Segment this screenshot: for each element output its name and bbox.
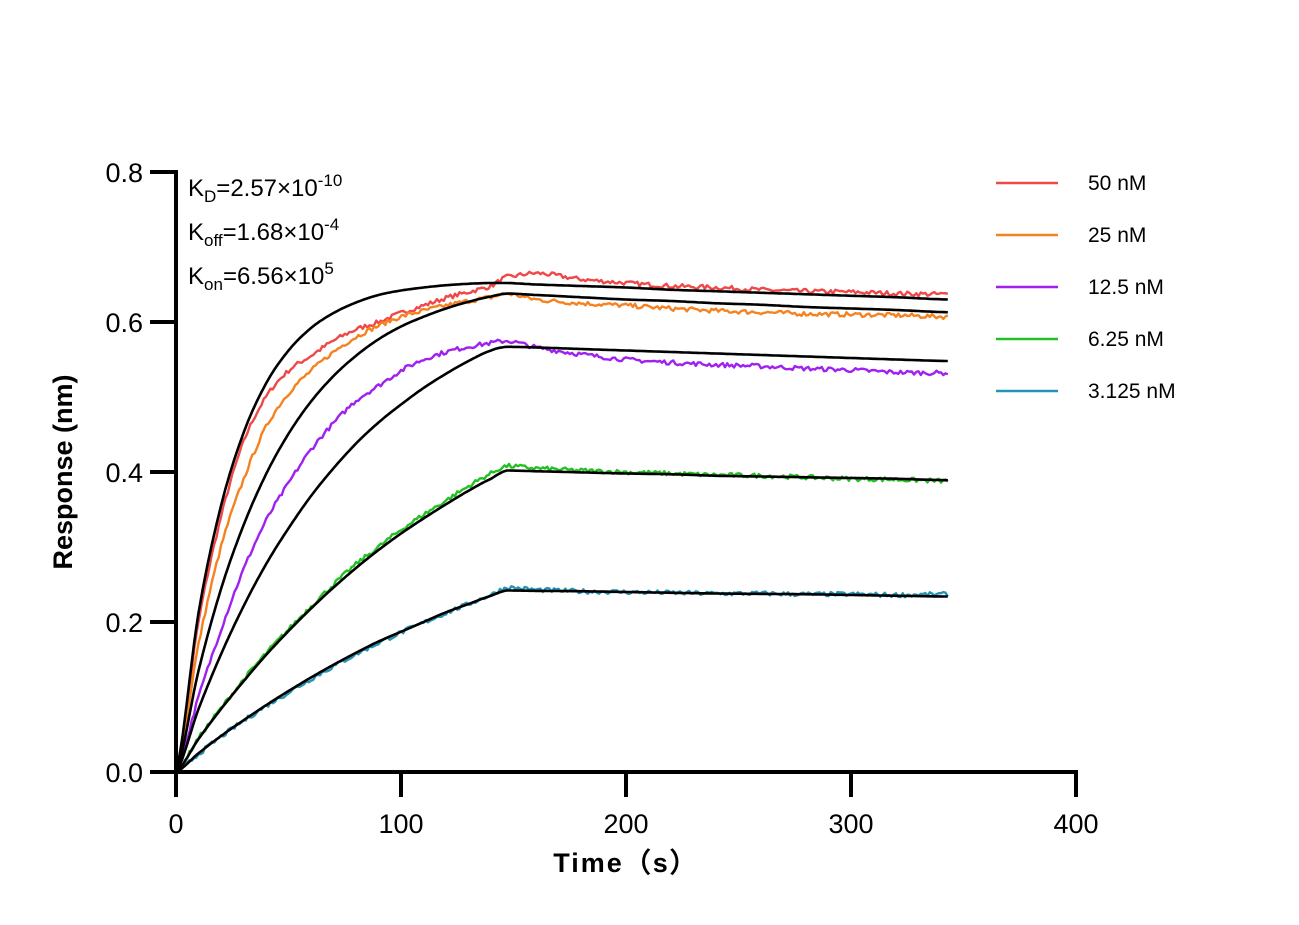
kon-annotation: Kon=6.56×105 (188, 259, 334, 294)
legend-item: 50 nM (996, 172, 1146, 195)
y-axis-label: Response (nm) (48, 374, 78, 569)
fit-curve-3-125-nm (175, 589, 948, 774)
kinetics-annotation: KD=2.57×10-10 Koff=1.68×10-4 Kon=6.56×10… (188, 171, 342, 294)
legend-label: 50 nM (1088, 172, 1146, 195)
data-series-25-nm (174, 292, 949, 773)
legend-label: 6.25 nM (1088, 328, 1164, 351)
legend-item: 25 nM (996, 224, 1146, 247)
legend: 50 nM 25 nM 12.5 nM 6.25 nM 3.125 nM (996, 172, 1176, 403)
ticks: 0 100 200 300 400 0.0 0.2 0.4 0.6 0.8 (105, 158, 1098, 839)
y-tick-label: 0.2 (105, 608, 143, 638)
kd-annotation: KD=2.57×10-10 (188, 171, 342, 206)
x-axis-label: Time（s） (553, 848, 699, 878)
legend-label: 3.125 nM (1088, 380, 1176, 403)
legend-label: 25 nM (1088, 224, 1146, 247)
koff-annotation: Koff=1.68×10-4 (188, 215, 339, 250)
x-tick-label: 200 (603, 809, 648, 839)
x-tick-label: 0 (168, 809, 183, 839)
y-tick-label: 0.8 (105, 158, 143, 188)
legend-item: 6.25 nM (996, 328, 1164, 351)
plot-area (174, 270, 949, 774)
y-tick-label: 0.0 (105, 758, 143, 788)
y-tick-label: 0.4 (105, 458, 143, 488)
data-series-50-nm (174, 270, 949, 773)
y-tick-label: 0.6 (105, 308, 143, 338)
legend-item: 3.125 nM (996, 380, 1176, 403)
data-series-6-25-nm (174, 462, 949, 773)
x-tick-label: 300 (828, 809, 873, 839)
fit-curve-12-5-nm (174, 345, 948, 773)
data-series-12-5-nm (174, 338, 949, 773)
fit-curve-6-25-nm (175, 469, 948, 773)
legend-item: 12.5 nM (996, 276, 1164, 299)
fit-curve-50-nm (174, 281, 948, 773)
fit-curve-25-nm (174, 292, 948, 773)
x-tick-label: 100 (378, 809, 423, 839)
legend-label: 12.5 nM (1088, 276, 1164, 299)
data-series-3-125-nm (175, 585, 949, 774)
x-tick-label: 400 (1053, 809, 1098, 839)
